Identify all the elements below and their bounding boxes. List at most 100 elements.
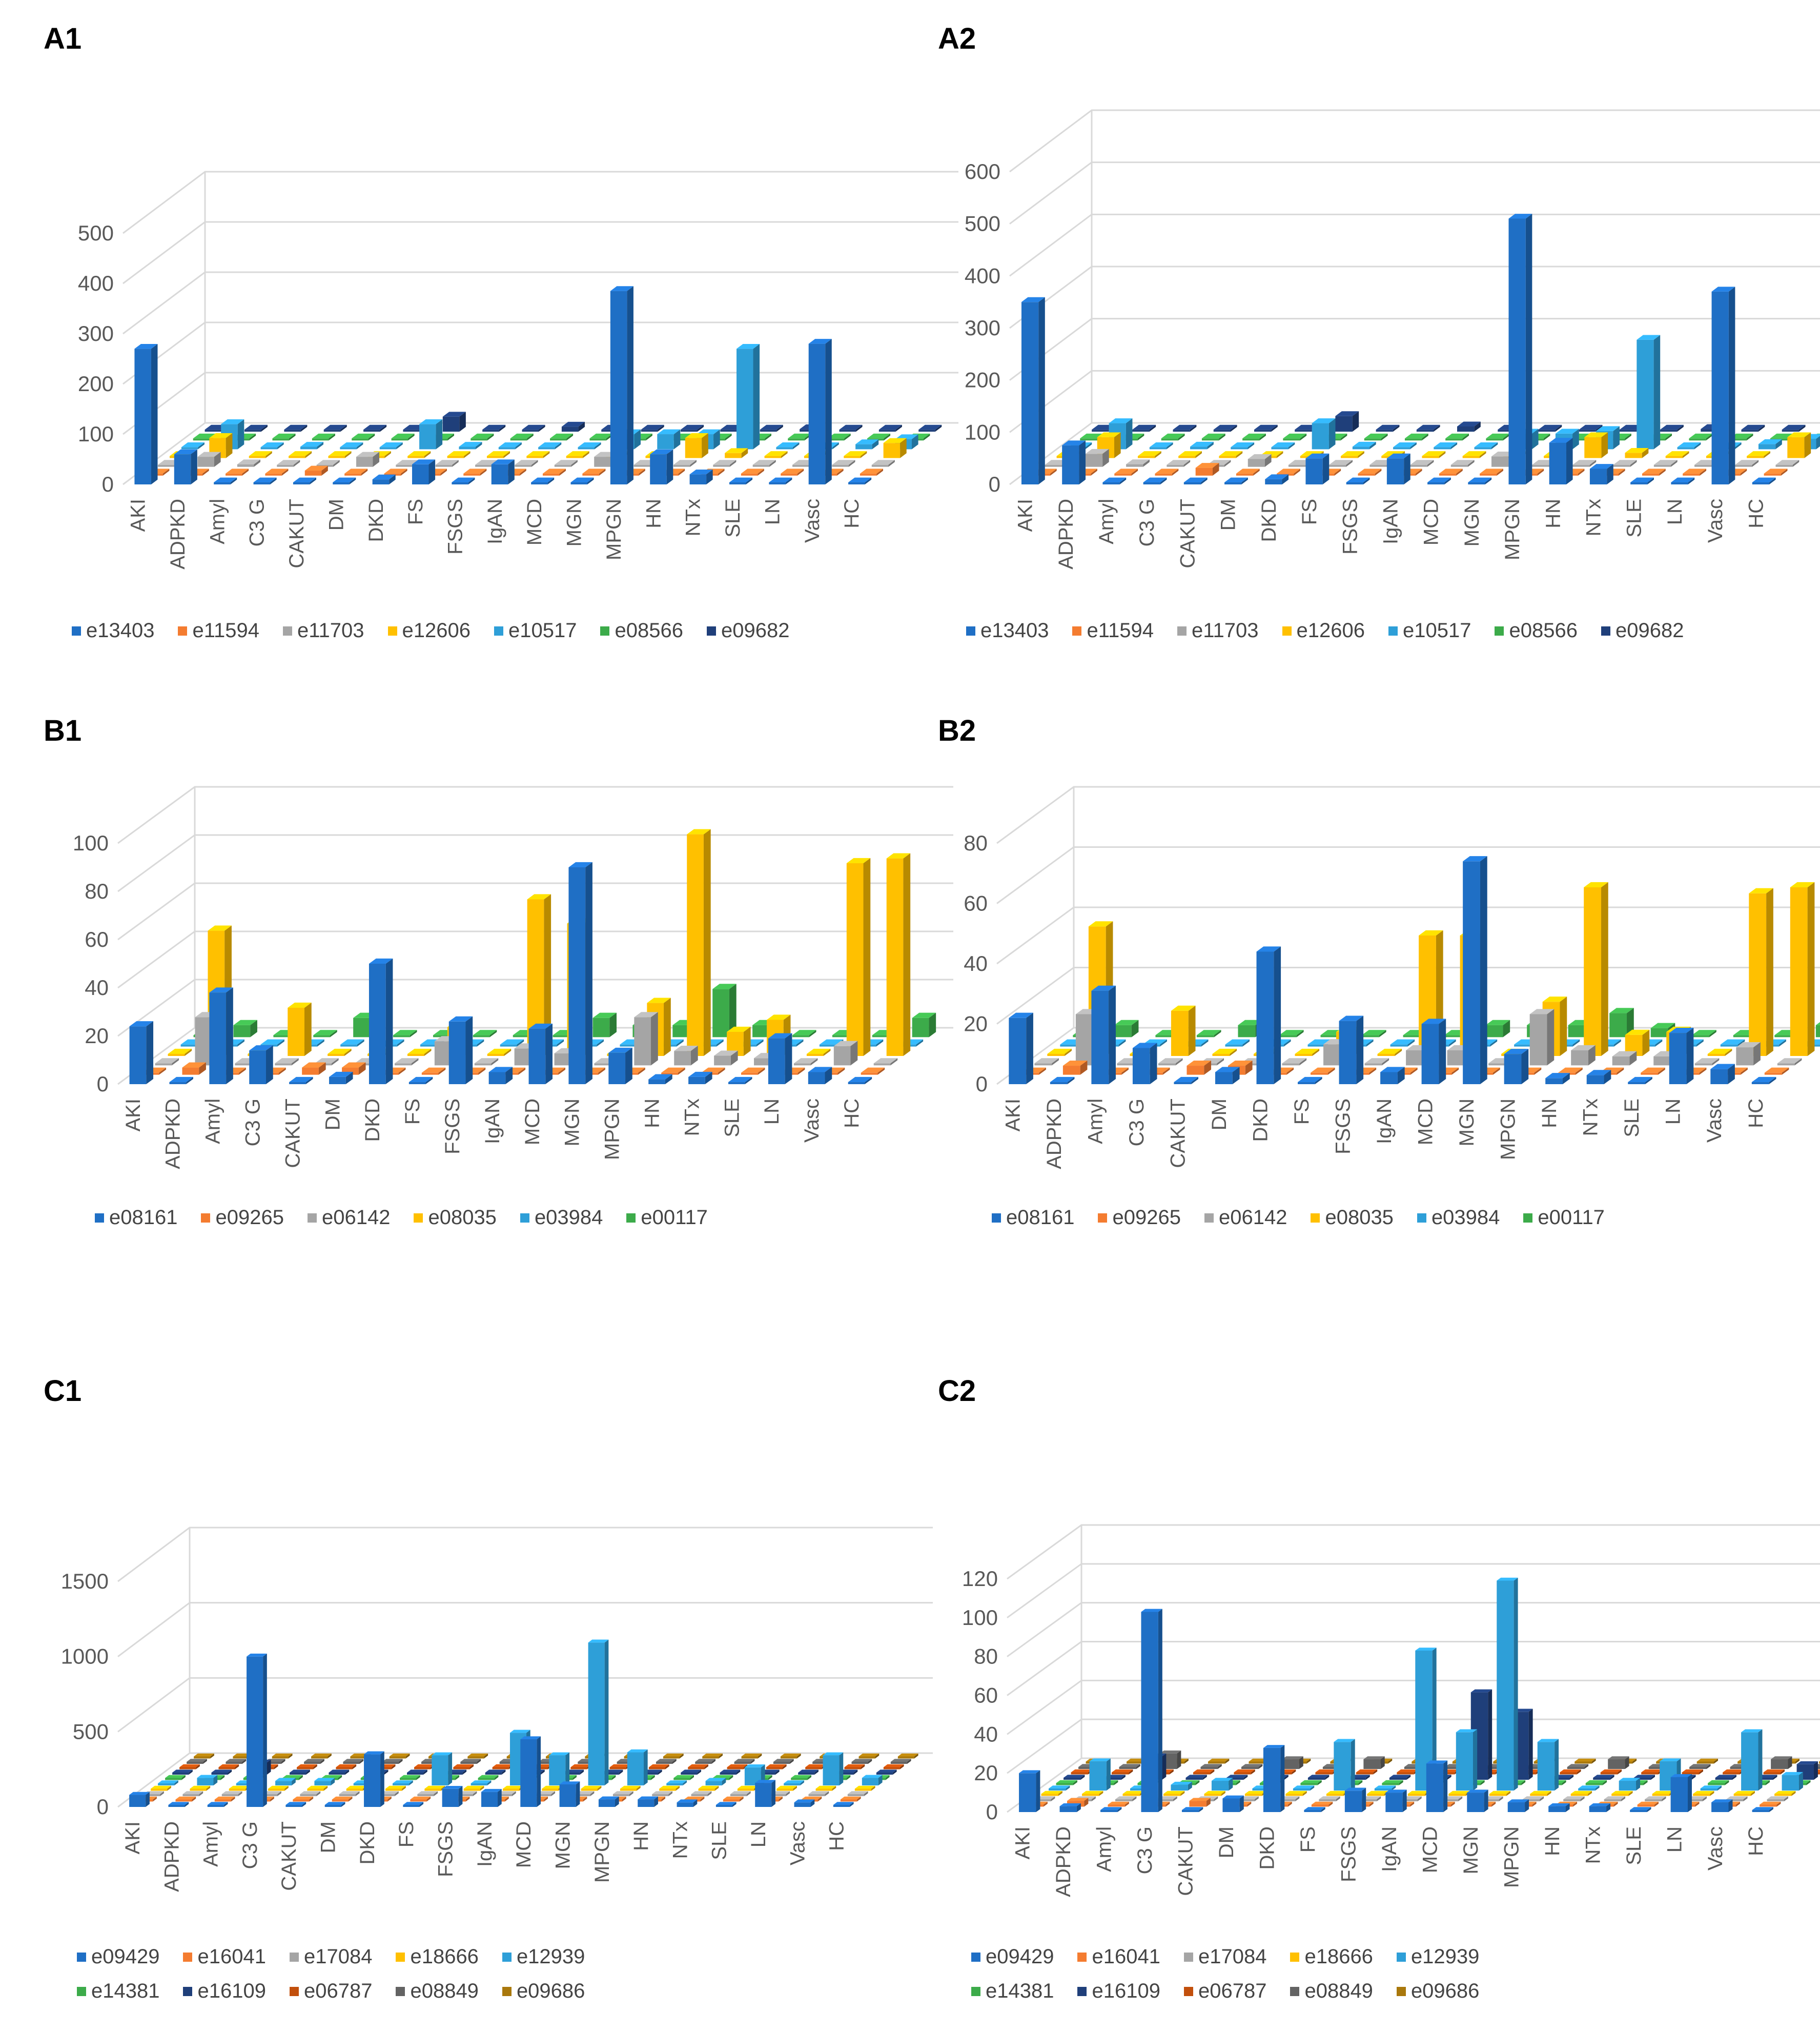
bar-e12606-C3 G bbox=[1178, 451, 1202, 458]
bar-e06787-DKD bbox=[414, 1764, 435, 1770]
x-category-label: MGN bbox=[1460, 1826, 1482, 1874]
bar-e08161-IgAN bbox=[1380, 1067, 1405, 1084]
bar-e17084-DM bbox=[339, 1791, 360, 1796]
bar-e12939-CAKUT bbox=[314, 1778, 335, 1785]
bar-e08161-CAKUT bbox=[1174, 1076, 1199, 1084]
x-category-label: C3 G bbox=[239, 1821, 261, 1869]
x-category-label: MGN bbox=[561, 1099, 584, 1146]
bar-e18666-FSGS bbox=[463, 1785, 484, 1791]
bar-e09429-ADPKD bbox=[168, 1802, 189, 1807]
bar-e09429-MCD bbox=[520, 1736, 541, 1807]
bar-e11594-CAKUT bbox=[304, 465, 328, 476]
legend-label: e11703 bbox=[1192, 619, 1259, 642]
legend-label: e09429 bbox=[986, 1945, 1054, 1968]
bar-e06787-LN bbox=[805, 1764, 826, 1770]
bar-e08035-HN bbox=[1584, 882, 1608, 1056]
legend-item: e09686 bbox=[502, 1980, 585, 2003]
bar-e17084-HC bbox=[847, 1791, 868, 1796]
bar-e10517-IgAN bbox=[538, 442, 562, 450]
bar-e16041-Amyl bbox=[214, 1796, 235, 1802]
bar-e08035-HC bbox=[886, 853, 911, 1056]
legend-item: e08849 bbox=[396, 1980, 479, 2003]
legend-swatch bbox=[183, 1952, 193, 1962]
x-category-label: Amyl bbox=[200, 1821, 222, 1867]
bar-e10517-Vasc bbox=[855, 439, 879, 450]
bar-e08035-AKI bbox=[168, 1048, 192, 1056]
bar-e06142-Vasc bbox=[833, 1041, 858, 1066]
bar-e18666-CAKUT bbox=[307, 1785, 328, 1791]
legend-item: e00117 bbox=[626, 1206, 708, 1229]
bar-e08035-CAKUT bbox=[328, 1048, 352, 1056]
bar-e16109-LN bbox=[1715, 1775, 1736, 1780]
bar-e12606-FSGS bbox=[486, 451, 510, 458]
bar-e09429-DM bbox=[1222, 1795, 1244, 1812]
legend-label: e09686 bbox=[516, 1980, 585, 2002]
legend-swatch bbox=[283, 626, 292, 636]
bar-e10517-CAKUT bbox=[340, 442, 363, 450]
legend-A2: e13403 e11594 e11703 e12606 e10517 e08566 e096… bbox=[966, 619, 1807, 642]
bar-e09429-MGN bbox=[559, 1781, 580, 1807]
bar-e17084-SLE bbox=[1645, 1796, 1666, 1801]
legend-row: e14381 e16109 e06787 e08849 e09686 bbox=[971, 1980, 1812, 2003]
bar-e06142-AKI bbox=[1034, 1058, 1059, 1066]
bar-e09682-IgAN bbox=[1457, 421, 1481, 432]
bar-e08161-Vasc bbox=[808, 1067, 832, 1084]
bar-e12939-Vasc bbox=[1741, 1729, 1763, 1791]
x-category-label: MPGN bbox=[603, 499, 625, 560]
x-category-label: SLE bbox=[1623, 499, 1646, 538]
bar-e08566-LN bbox=[1729, 433, 1753, 441]
y-tick-label: 40 bbox=[85, 975, 109, 1000]
bar-e16041-CAKUT bbox=[1189, 1798, 1211, 1807]
bar-e12939-MCD bbox=[1456, 1729, 1478, 1791]
legend-item: e18666 bbox=[1290, 1945, 1373, 1968]
bar-e06787-HN bbox=[1600, 1769, 1622, 1775]
x-category-label: HN bbox=[642, 499, 665, 528]
bar-e18666-Vasc bbox=[1733, 1791, 1755, 1796]
bar-e09682-DKD bbox=[442, 412, 466, 432]
bar-e09429-MCD bbox=[1426, 1760, 1448, 1812]
legend-item: e11703 bbox=[1177, 619, 1259, 642]
legend-row: e13403 e11594 e11703 e12606 e10517 e08566 e096… bbox=[966, 619, 1807, 642]
bar-e13403-AKI bbox=[1021, 297, 1045, 484]
legend-A1: e13403 e11594 e11703 e12606 e10517 e08566 e096… bbox=[72, 619, 892, 642]
bar-e10517-FS bbox=[459, 442, 482, 450]
bar-e06142-NTx bbox=[1612, 1051, 1637, 1066]
legend-item: e12606 bbox=[387, 619, 471, 642]
legend-item: e14381 bbox=[971, 1980, 1054, 2003]
x-category-label: MPGN bbox=[1501, 499, 1524, 560]
x-category-label: SLE bbox=[708, 1821, 731, 1860]
y-tick-label: 500 bbox=[965, 212, 1000, 236]
bar-e09429-DM bbox=[324, 1802, 345, 1807]
y-tick-label: 0 bbox=[986, 1800, 998, 1824]
legend-row: e13403 e11594 e11703 e12606 e10517 e08566 e096… bbox=[72, 619, 892, 642]
bar-e06787-HN bbox=[688, 1764, 708, 1770]
legend-item: e12939 bbox=[502, 1945, 585, 1968]
legend-swatch bbox=[77, 1986, 86, 1996]
x-category-label: HN bbox=[1538, 1099, 1561, 1128]
x-category-label: DKD bbox=[361, 1099, 384, 1142]
legend-label: e11703 bbox=[297, 619, 364, 642]
legend-swatch bbox=[1601, 626, 1610, 636]
legend-swatch bbox=[178, 626, 188, 636]
legend-item: e11594 bbox=[178, 619, 259, 642]
bar-e00117-HC bbox=[912, 1012, 936, 1038]
legend-item: e10517 bbox=[1388, 619, 1471, 642]
bar-e08161-MCD bbox=[1421, 1019, 1446, 1084]
bar-e09682-C3 G bbox=[323, 424, 347, 432]
bar-e08161-FS bbox=[1298, 1076, 1322, 1084]
bar-e17084-Vasc bbox=[1726, 1796, 1748, 1801]
bar-e12939-ADPKD bbox=[1089, 1758, 1111, 1791]
bar-e12939-FS bbox=[432, 1752, 453, 1785]
legend-swatch bbox=[1523, 1213, 1533, 1223]
bar-e12939-LN bbox=[1700, 1785, 1722, 1791]
bar-e08161-ADPKD bbox=[1050, 1076, 1075, 1084]
bar-e10517-MPGN bbox=[657, 429, 681, 450]
x-category-label: FS bbox=[404, 499, 427, 525]
legend-label: e14381 bbox=[986, 1980, 1054, 2002]
x-category-label: FSGS bbox=[1338, 1826, 1360, 1882]
bar-e12939-HC bbox=[862, 1775, 883, 1785]
bar-e09429-DKD bbox=[1263, 1745, 1285, 1812]
bar-e09682-CAKUT bbox=[363, 424, 387, 432]
bar-e08035-DKD bbox=[1295, 1048, 1320, 1056]
bar-e00117-HN bbox=[712, 984, 737, 1038]
